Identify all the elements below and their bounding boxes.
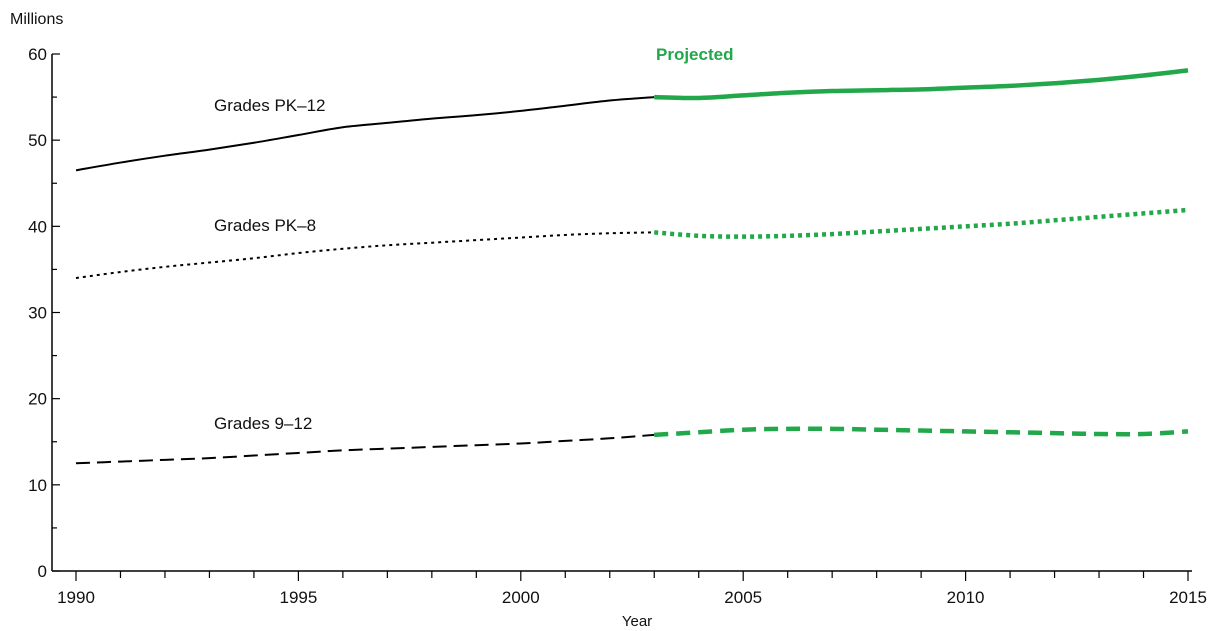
series-label-grades-pk-8: Grades PK–8 [214, 216, 316, 235]
y-unit-label: Millions [10, 11, 63, 28]
y-tick-label: 10 [28, 476, 47, 495]
x-tick-label: 1995 [279, 588, 317, 607]
y-tick-label: 20 [28, 390, 47, 409]
y-tick-label: 0 [38, 562, 47, 581]
x-tick-label: 1990 [57, 588, 95, 607]
series-labels: Grades PK–12 Grades PK–8 Grades 9–12 [214, 96, 326, 433]
x-tick-label: 2010 [947, 588, 985, 607]
x-tick-label: 2005 [724, 588, 762, 607]
series-label-grades-pk-12: Grades PK–12 [214, 96, 326, 115]
x-axis-title: Year [622, 613, 652, 630]
series-label-grades-9-12: Grades 9–12 [214, 414, 312, 433]
y-tick-label: 40 [28, 217, 47, 236]
x-tick-label: 2000 [502, 588, 540, 607]
axes: 0 10 20 30 40 50 60 1990 1995 2000 2005 2010 2015 [28, 45, 1207, 607]
series-line-grades-pk-12-projected [654, 68, 1189, 101]
series-line-grades-pk-8-projected [654, 207, 1189, 239]
y-tick-label: 60 [28, 45, 47, 64]
series-line-grades-9-12-projected [654, 426, 1189, 438]
y-tick-label: 30 [28, 304, 47, 323]
projected-label: Projected [656, 45, 733, 64]
y-tick-label: 50 [28, 131, 47, 150]
series-lines [75, 68, 1189, 465]
x-tick-label: 2015 [1169, 588, 1207, 607]
series-line-grades-pk-8-actual [75, 231, 655, 280]
series-line-grades-9-12-actual [75, 433, 655, 465]
series-line-grades-pk-12-actual [75, 96, 655, 172]
